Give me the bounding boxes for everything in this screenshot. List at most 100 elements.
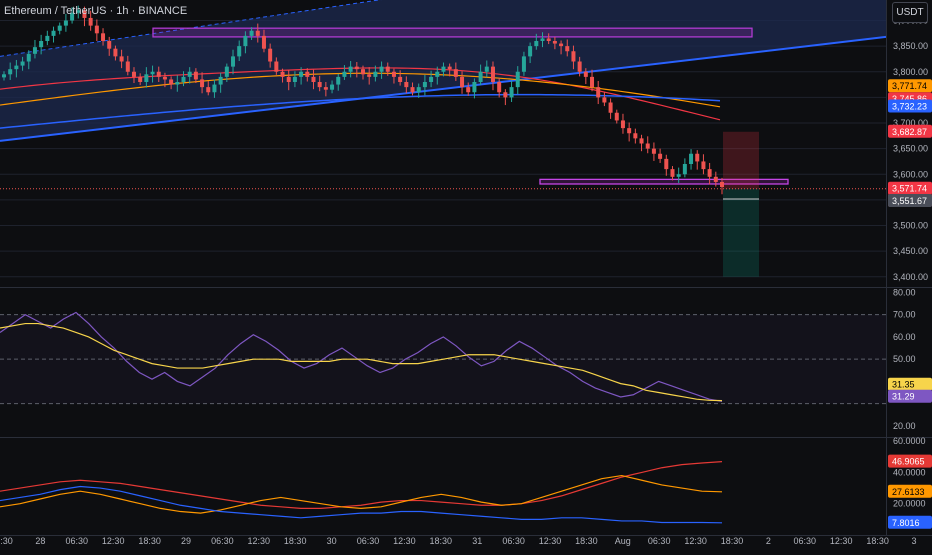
candle-up: [76, 10, 81, 13]
candle-up: [243, 35, 248, 47]
dmi-tick-label: 60.0000: [893, 436, 926, 446]
candle-up: [373, 71, 378, 77]
time-axis-label: Aug: [615, 536, 631, 546]
price-tick-label: 3,800.00: [893, 67, 928, 77]
candle-down: [286, 76, 291, 82]
candle-down: [583, 71, 588, 77]
time-axis-label: 18:30: [575, 536, 598, 546]
candle-up: [422, 82, 427, 88]
time-axis-label: 18:30: [284, 536, 307, 546]
rsi-tick-label: 50.00: [893, 354, 916, 364]
candle-down: [720, 181, 724, 188]
candle-down: [639, 138, 644, 144]
candle-up: [521, 56, 526, 72]
candle-down: [131, 71, 136, 77]
candle-up: [330, 84, 335, 90]
dmi-plus-value-tag: 7.8016: [892, 518, 920, 528]
candle-up: [292, 76, 297, 82]
rsi-tick-label: 70.00: [893, 310, 916, 320]
ma-blue-price-tag-bg: [888, 99, 932, 113]
candle-down: [82, 10, 87, 18]
candle-down: [125, 61, 130, 72]
time-axis-label: 3: [911, 536, 916, 546]
candle-down: [497, 82, 502, 93]
time-axis-label: 06:30: [648, 536, 671, 546]
candle-up: [39, 41, 44, 48]
time-axis-label: 06:30: [66, 536, 89, 546]
candle-down: [323, 87, 328, 90]
time-axis-label: 12:30: [102, 536, 125, 546]
candle-up: [379, 66, 384, 72]
candle-up: [175, 82, 180, 85]
time-axis-label: 29: [181, 536, 191, 546]
candle-down: [627, 128, 632, 134]
candle-down: [608, 102, 613, 113]
candle-down: [546, 38, 551, 41]
candle-down: [156, 71, 161, 77]
candle-up: [336, 76, 341, 85]
rsi-tick-label: 60.00: [893, 332, 916, 342]
stop-level-tag: 3,682.87: [892, 127, 927, 137]
candle-up: [342, 71, 347, 77]
time-axis-label: 12:30: [684, 536, 707, 546]
resistance-zone: [152, 27, 753, 38]
target-price-tag: 3,551.67: [892, 196, 927, 206]
candle-down: [658, 153, 663, 159]
price-tick-label: 3,650.00: [893, 144, 928, 154]
last-price-tag: 3,571.74: [892, 184, 927, 194]
candle-down: [317, 82, 322, 88]
candle-up: [249, 30, 254, 36]
candle-down: [94, 25, 99, 34]
candle-down: [552, 41, 557, 44]
ma-orange-price-tag-bg: [888, 79, 932, 93]
candle-down: [571, 51, 576, 62]
candle-down: [701, 161, 706, 170]
candle-up: [478, 71, 483, 82]
candle-down: [169, 79, 174, 85]
candle-down: [614, 112, 619, 121]
candle-up: [150, 71, 155, 75]
candle-down: [354, 66, 359, 70]
candle-up: [212, 84, 217, 93]
rsi-value-tag: 31.29: [892, 392, 915, 402]
candle-down: [113, 48, 118, 57]
candle-down: [280, 71, 285, 77]
candle-down: [162, 76, 167, 80]
candle-down: [311, 76, 316, 82]
take-profit-box: [723, 188, 759, 277]
time-axis-label: 12:30: [539, 536, 562, 546]
candle-down: [590, 76, 595, 88]
price-tick-label: 3,400.00: [893, 272, 928, 282]
target-price-tag-bg: [888, 194, 932, 208]
candle-up: [26, 53, 31, 62]
time-axis-label: 12:30: [830, 536, 853, 546]
candle-down: [565, 46, 570, 52]
candle-down: [385, 66, 390, 72]
time-axis-label: 06:30: [502, 536, 525, 546]
candle-down: [410, 87, 415, 93]
candle-up: [20, 61, 25, 66]
currency-selector-button[interactable]: USDT: [892, 2, 928, 23]
time-axis-label: 18:30: [866, 536, 889, 546]
dmi-minus-value-tag: 27.6133: [892, 487, 925, 497]
time-axis-label: 06:30: [794, 536, 817, 546]
candle-up: [429, 76, 434, 82]
candle-down: [274, 61, 279, 72]
candle-down: [633, 133, 638, 139]
candle-down: [138, 76, 143, 82]
candle-up: [528, 46, 533, 57]
candle-down: [305, 71, 310, 77]
candle-down: [664, 158, 669, 170]
candle-up: [540, 38, 545, 41]
candle-up: [218, 76, 223, 85]
time-axis-label: 28: [35, 536, 45, 546]
rsi-line: [0, 311, 723, 403]
candle-down: [206, 87, 211, 93]
candle-up: [231, 56, 236, 67]
dmi-plus-line: [0, 485, 723, 524]
ma-orange-price-tag: 3,771.74: [892, 81, 927, 91]
candle-down: [490, 66, 495, 82]
candle-up: [515, 71, 520, 88]
candle-down: [670, 169, 675, 177]
